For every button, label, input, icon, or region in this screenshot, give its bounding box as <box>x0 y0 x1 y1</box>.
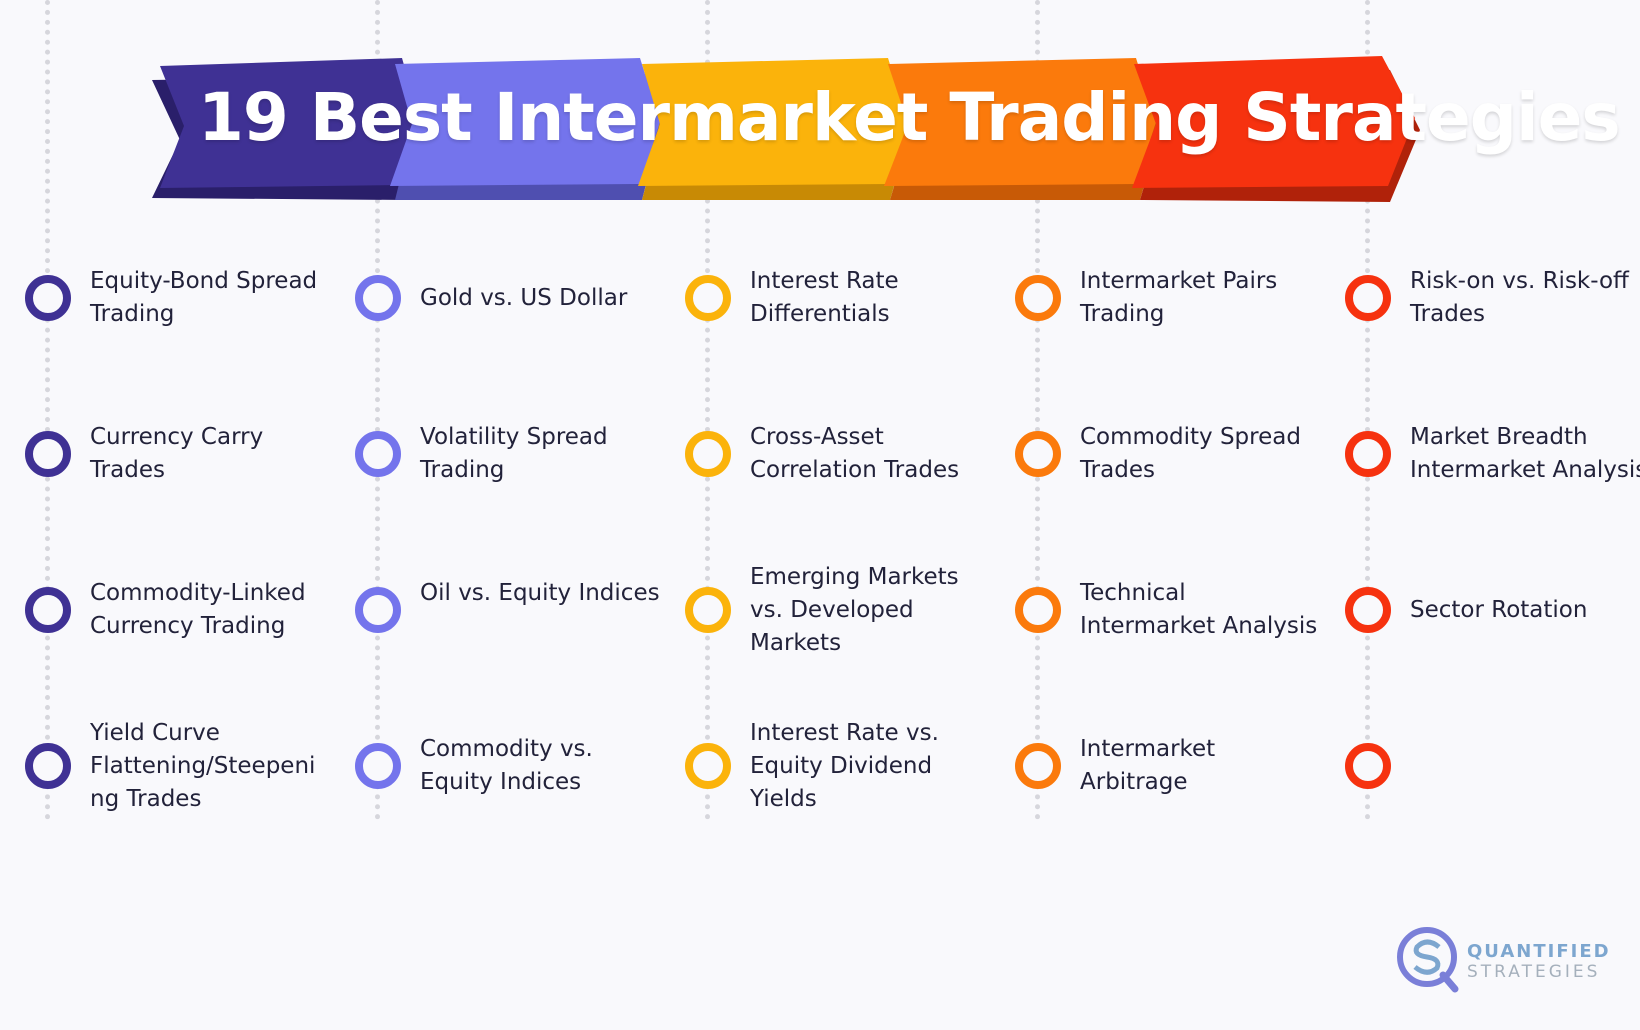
strategy-label: Technical Intermarket Analysis <box>1080 577 1320 643</box>
item-marker-icon <box>1015 587 1061 633</box>
strategy-label: Market Breadth Intermarket Analysis <box>1410 421 1640 487</box>
item-marker-icon <box>1345 743 1391 789</box>
item-marker-icon <box>355 275 401 321</box>
logo-text-line1: QUANTIFIED <box>1467 941 1611 962</box>
strategy-label: Intermarket Pairs Trading <box>1080 265 1320 331</box>
strategy-label: Risk-on vs. Risk-off Trades <box>1410 265 1640 331</box>
item-marker-icon <box>1015 743 1061 789</box>
page-title: 19 Best Intermarket Trading Strategies <box>198 68 1498 168</box>
item-marker-icon <box>1345 275 1391 321</box>
item-marker-icon <box>25 431 71 477</box>
item-marker-icon <box>25 587 71 633</box>
item-marker-icon <box>685 743 731 789</box>
strategy-label: Gold vs. US Dollar <box>420 282 660 315</box>
strategy-label: Sector Rotation <box>1410 594 1640 627</box>
strategy-label: Intermarket Arbitrage <box>1080 733 1320 799</box>
item-marker-icon <box>25 275 71 321</box>
strategy-label: Cross-Asset Correlation Trades <box>750 421 990 487</box>
brand-logo: QUANTIFIED STRATEGIES <box>1395 925 1605 995</box>
quantified-strategies-logo-icon <box>1395 925 1465 995</box>
item-marker-icon <box>355 587 401 633</box>
strategy-label: Commodity vs. Equity Indices <box>420 733 660 799</box>
strategy-label: Commodity Spread Trades <box>1080 421 1320 487</box>
item-marker-icon <box>1015 431 1061 477</box>
item-marker-icon <box>1345 431 1391 477</box>
item-marker-icon <box>1345 587 1391 633</box>
strategy-label: Interest Rate Differentials <box>750 265 990 331</box>
item-marker-icon <box>355 743 401 789</box>
item-marker-icon <box>685 431 731 477</box>
column-track <box>45 0 50 820</box>
item-marker-icon <box>685 275 731 321</box>
strategy-label: Emerging Markets vs. Developed Markets <box>750 561 990 660</box>
strategy-label: Volatility Spread Trading <box>420 421 660 487</box>
item-marker-icon <box>25 743 71 789</box>
item-marker-icon <box>685 587 731 633</box>
title-banner: 19 Best Intermarket Trading Strategies <box>150 50 1490 210</box>
strategy-label: Interest Rate vs. Equity Dividend Yields <box>750 717 990 816</box>
item-marker-icon <box>355 431 401 477</box>
strategy-label: Equity-Bond Spread Trading <box>90 265 330 331</box>
strategy-label: Oil vs. Equity Indices <box>420 577 660 610</box>
strategy-label: Currency Carry Trades <box>90 421 330 487</box>
logo-text-line2: STRATEGIES <box>1467 962 1600 982</box>
strategy-label: Yield Curve Flattening/Steepeni ng Trade… <box>90 717 330 816</box>
strategy-label: Commodity-Linked Currency Trading <box>90 577 330 643</box>
item-marker-icon <box>1015 275 1061 321</box>
